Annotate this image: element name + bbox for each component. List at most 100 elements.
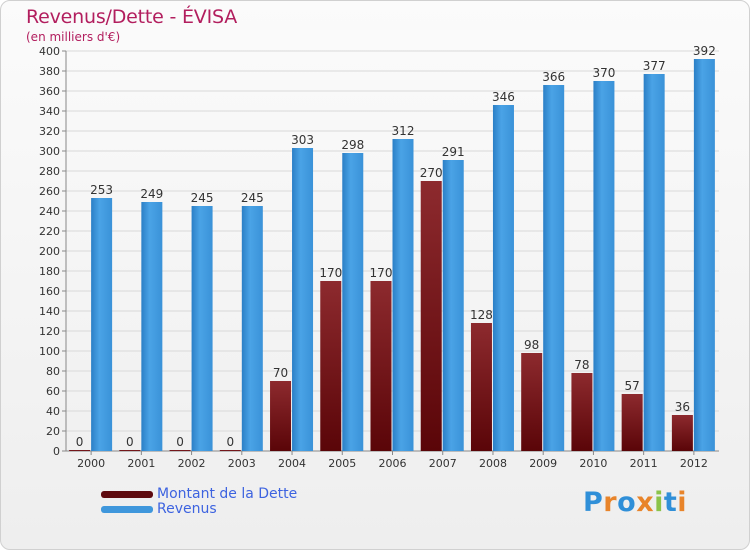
y-tick-label: 20 — [46, 425, 60, 438]
x-tick-label-2007: 2007 — [429, 457, 457, 470]
data-label-revenus-2007: 291 — [442, 145, 465, 159]
bar-debt-2002 — [169, 450, 191, 451]
y-tick-label: 220 — [39, 225, 60, 238]
data-label-debt-2009: 98 — [524, 338, 539, 352]
bar-revenus-2009 — [543, 85, 565, 451]
bar-debt-2005 — [320, 281, 342, 451]
data-label-debt-2003: 0 — [226, 435, 234, 449]
y-tick-label: 260 — [39, 185, 60, 198]
y-tick-label: 300 — [39, 145, 60, 158]
y-tick-label: 140 — [39, 305, 60, 318]
bar-revenus-2005 — [342, 153, 364, 451]
bar-revenus-2012 — [693, 59, 715, 451]
x-tick-label-2005: 2005 — [328, 457, 356, 470]
bar-revenus-2011 — [643, 74, 665, 451]
data-label-revenus-2010: 370 — [592, 66, 615, 80]
y-tick-label: 80 — [46, 365, 60, 378]
bar-debt-2010 — [571, 373, 593, 451]
data-label-revenus-2006: 312 — [392, 124, 415, 138]
logo-letter: o — [617, 487, 637, 518]
bar-debt-2006 — [370, 281, 392, 451]
y-tick-label: 200 — [39, 245, 60, 258]
logo-letter: i — [677, 487, 688, 518]
data-label-revenus-2000: 253 — [90, 183, 113, 197]
x-tick-label-2010: 2010 — [579, 457, 607, 470]
legend-swatch-debt — [101, 491, 153, 498]
data-label-debt-2002: 0 — [176, 435, 184, 449]
logo-letter: x — [636, 487, 655, 518]
bar-revenus-2002 — [191, 206, 213, 451]
x-tick-label-2009: 2009 — [529, 457, 557, 470]
x-tick-label-2008: 2008 — [479, 457, 507, 470]
data-label-debt-2000: 0 — [76, 435, 84, 449]
x-axis: 2000 2001 2002 2003 2004 2005 2006 2007 2008 2009… — [77, 451, 708, 470]
legend-label-revenus: Revenus — [157, 501, 217, 517]
bars — [69, 59, 715, 451]
chart-title: Revenus/Dette - ÉVISA — [26, 6, 238, 28]
x-tick-label-2003: 2003 — [228, 457, 256, 470]
y-tick-label: 60 — [46, 385, 60, 398]
y-tick-label: 320 — [39, 125, 60, 138]
y-tick-label: 240 — [39, 205, 60, 218]
legend-label-debt: Montant de la Dette — [157, 486, 298, 502]
x-tick-label-2002: 2002 — [178, 457, 206, 470]
bar-debt-2008 — [470, 323, 492, 451]
data-label-revenus-2008: 346 — [492, 90, 515, 104]
data-label-debt-2012: 36 — [675, 400, 690, 414]
x-tick-label-2000: 2000 — [77, 457, 105, 470]
bar-revenus-2003 — [241, 206, 263, 451]
x-tick-label-2012: 2012 — [680, 457, 708, 470]
data-label-revenus-2003: 245 — [241, 191, 264, 205]
x-tick-label-2004: 2004 — [278, 457, 306, 470]
bar-debt-2004 — [270, 381, 292, 451]
data-labels: 0 253 0 249 0 245 0 245 70 303 170 298 170 312 270 291 1… — [76, 44, 716, 449]
data-label-debt-2010: 78 — [574, 358, 589, 372]
bar-revenus-2006 — [392, 139, 414, 451]
bar-revenus-2008 — [492, 105, 514, 451]
data-label-revenus-2001: 249 — [140, 187, 163, 201]
bar-debt-2011 — [621, 394, 643, 451]
bar-revenus-2000 — [91, 198, 113, 451]
y-tick-label: 0 — [53, 445, 60, 458]
data-label-revenus-2009: 366 — [542, 70, 565, 84]
y-tick-label: 120 — [39, 325, 60, 338]
x-tick-label-2011: 2011 — [630, 457, 658, 470]
bar-debt-2009 — [521, 353, 543, 451]
bar-debt-2001 — [119, 450, 141, 451]
data-label-debt-2011: 57 — [625, 379, 640, 393]
proxiti-logo: Proxiti — [583, 487, 687, 518]
logo-letter: r — [603, 487, 618, 518]
bar-revenus-2010 — [593, 81, 615, 451]
bar-revenus-2004 — [292, 148, 314, 451]
data-label-revenus-2012: 392 — [693, 44, 716, 58]
y-tick-label: 360 — [39, 85, 60, 98]
data-label-revenus-2005: 298 — [341, 138, 364, 152]
data-label-debt-2006: 170 — [370, 266, 393, 280]
data-label-revenus-2004: 303 — [291, 133, 314, 147]
bar-debt-2007 — [420, 181, 442, 451]
bar-revenus-2001 — [141, 202, 163, 451]
y-tick-label: 180 — [39, 265, 60, 278]
y-axis: 0 20 40 60 80 100 120 140 160 180 200 220 240 260 280 3… — [39, 45, 719, 458]
y-tick-label: 340 — [39, 105, 60, 118]
bar-revenus-2007 — [442, 160, 464, 451]
legend-swatch-revenus — [101, 506, 153, 513]
data-label-debt-2005: 170 — [319, 266, 342, 280]
logo-letter: t — [663, 487, 678, 518]
y-tick-label: 380 — [39, 65, 60, 78]
y-tick-label: 280 — [39, 165, 60, 178]
chart-subtitle: (en milliers d'€) — [26, 30, 121, 44]
bar-debt-2000 — [69, 450, 91, 451]
data-label-debt-2004: 70 — [273, 366, 288, 380]
data-label-revenus-2002: 245 — [191, 191, 214, 205]
bar-debt-2012 — [671, 415, 693, 451]
y-tick-label: 100 — [39, 345, 60, 358]
y-tick-label: 40 — [46, 405, 60, 418]
y-tick-label: 400 — [39, 45, 60, 58]
data-label-revenus-2011: 377 — [643, 59, 666, 73]
data-label-debt-2007: 270 — [420, 166, 443, 180]
data-label-debt-2008: 128 — [470, 308, 493, 322]
logo-letter: P — [583, 487, 604, 518]
